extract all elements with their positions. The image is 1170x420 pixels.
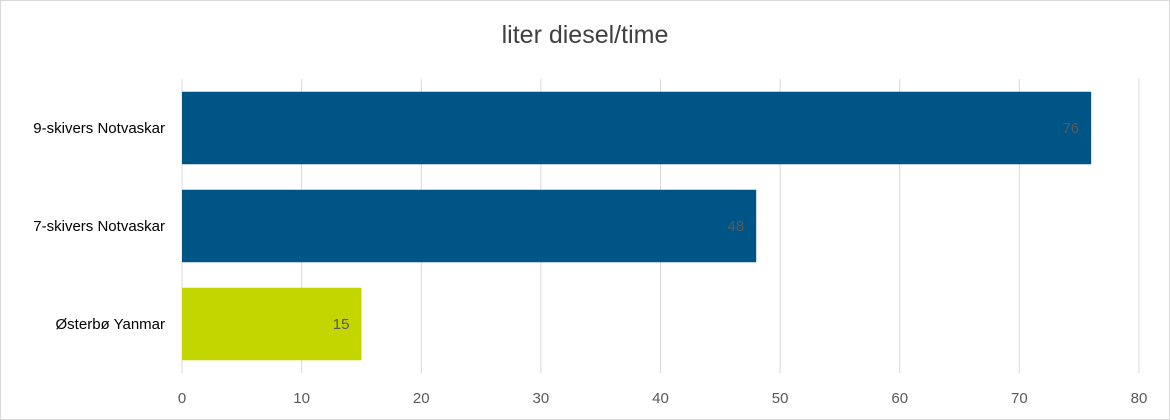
x-tick-label: 10	[293, 390, 310, 407]
bars	[182, 91, 1092, 361]
x-tick-label: 50	[772, 390, 789, 407]
bar	[182, 287, 362, 361]
category-label: 7-skivers Notvaskar	[33, 218, 165, 235]
data-label: 48	[728, 218, 745, 235]
data-label: 15	[333, 316, 350, 333]
x-tick-label: 70	[1011, 390, 1028, 407]
x-tick-label: 60	[891, 390, 908, 407]
bar	[182, 91, 1092, 165]
data-labels: 76 48 15	[333, 120, 1079, 333]
x-tick-label: 40	[652, 390, 669, 407]
x-tick-label: 20	[413, 390, 430, 407]
category-label: 9-skivers Notvaskar	[33, 120, 165, 137]
category-labels: 9-skivers Notvaskar 7-skivers Notvaskar Øs…	[33, 120, 165, 333]
x-tick-label: 30	[533, 390, 550, 407]
x-tick-label: 80	[1131, 390, 1148, 407]
data-label: 76	[1062, 120, 1079, 137]
chart-title: liter diesel/time	[501, 21, 669, 49]
x-tick-label: 0	[178, 390, 186, 407]
bar	[182, 189, 757, 263]
x-tick-labels: 0 10 20 30 40 50 60 70 80	[178, 390, 1148, 407]
category-label: Østerbø Yanmar	[56, 316, 165, 333]
